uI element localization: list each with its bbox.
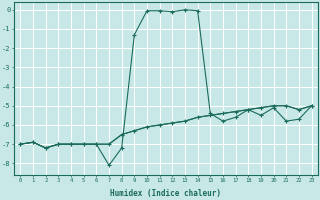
X-axis label: Humidex (Indice chaleur): Humidex (Indice chaleur) [110,189,221,198]
